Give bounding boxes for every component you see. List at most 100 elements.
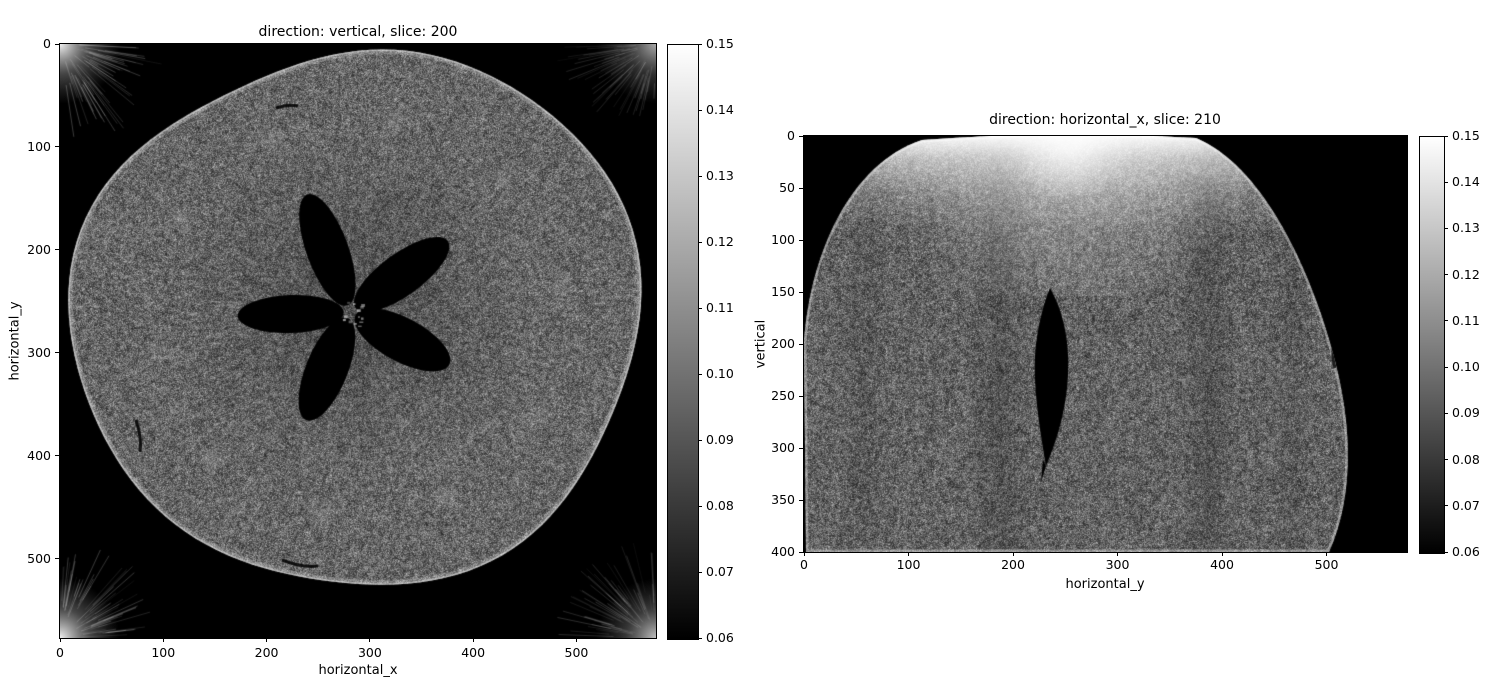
left-ct-slice-image: [60, 44, 656, 638]
left-colorbar-tick-mark: [698, 571, 702, 573]
left-y-axis-label: horizontal_y: [7, 301, 23, 381]
left-colorbar-tick-label: 0.07: [706, 564, 734, 579]
right-x-tick-mark: [803, 552, 805, 556]
left-colorbar-tick-mark: [698, 373, 702, 375]
left-y-tick-label: 500: [27, 550, 51, 566]
right-y-tick-mark: [799, 499, 803, 501]
left-y-tick-label: 300: [27, 344, 51, 360]
right-colorbar-tick-label: 0.13: [1452, 220, 1480, 236]
right-y-tick-label: 50: [779, 180, 795, 195]
right-x-tick-mark: [1326, 552, 1328, 556]
left-x-tick-mark: [162, 638, 164, 642]
left-colorbar-tick-mark: [698, 175, 702, 177]
right-y-tick-label: 0: [787, 128, 795, 143]
left-x-tick-label: 500: [564, 645, 589, 660]
right-colorbar-tick-label: 0.07: [1452, 497, 1480, 513]
right-y-tick-mark: [799, 291, 803, 293]
left-colorbar-tick-label: 0.12: [706, 234, 734, 249]
right-y-tick-label: 100: [771, 232, 795, 247]
right-y-tick-label: 400: [771, 544, 795, 559]
left-x-tick-mark: [575, 638, 577, 642]
left-x-tick-label: 200: [254, 645, 279, 660]
right-colorbar: [1419, 136, 1445, 554]
left-colorbar-tick-mark: [698, 439, 702, 441]
right-y-tick-label: 250: [771, 388, 795, 403]
left-colorbar-tick-label: 0.15: [706, 36, 734, 51]
left-x-tick-label: 100: [151, 645, 176, 660]
right-colorbar-tick-label: 0.11: [1452, 312, 1480, 328]
left-colorbar-tick-mark: [698, 637, 702, 639]
left-colorbar-tick-label: 0.14: [706, 102, 734, 117]
right-colorbar-tick-label: 0.08: [1452, 451, 1480, 467]
right-y-tick-mark: [799, 343, 803, 345]
right-y-tick-mark: [799, 239, 803, 241]
left-x-axis-label: horizontal_x: [318, 663, 398, 678]
left-colorbar-tick-mark: [698, 43, 702, 45]
right-x-tick-label: 200: [1001, 557, 1025, 572]
left-y-tick-mark: [55, 352, 59, 354]
right-x-tick-mark: [1221, 552, 1223, 556]
right-colorbar-tick-label: 0.12: [1452, 266, 1480, 282]
left-y-tick-label: 400: [27, 447, 51, 463]
right-x-tick-label: 500: [1314, 557, 1339, 572]
right-colorbar-tick-label: 0.10: [1452, 359, 1480, 375]
right-colorbar-tick-label: 0.06: [1452, 544, 1480, 559]
right-colorbar-tick-label: 0.09: [1452, 405, 1480, 421]
right-x-tick-label: 100: [896, 557, 921, 572]
right-colorbar-tick-mark: [1444, 320, 1448, 322]
right-y-tick-mark: [799, 395, 803, 397]
left-y-tick-mark: [55, 455, 59, 457]
left-colorbar-tick-mark: [698, 505, 702, 507]
left-colorbar: [667, 44, 699, 640]
right-colorbar-tick-label: 0.15: [1452, 128, 1480, 143]
right-colorbar-tick-mark: [1444, 551, 1448, 553]
right-colorbar-tick-mark: [1444, 366, 1448, 368]
left-colorbar-tick-label: 0.09: [706, 432, 734, 447]
left-x-tick-label: 0: [56, 645, 64, 660]
left-x-tick-label: 400: [461, 645, 486, 660]
right-y-tick-mark: [799, 447, 803, 449]
left-colorbar-tick-label: 0.08: [706, 498, 734, 513]
right-colorbar-tick-mark: [1444, 135, 1448, 137]
right-y-tick-label: 150: [771, 284, 795, 299]
right-x-tick-mark: [1117, 552, 1119, 556]
left-x-tick-mark: [59, 638, 61, 642]
left-colorbar-tick-mark: [698, 241, 702, 243]
right-ct-slice-image: [804, 136, 1407, 552]
right-x-tick-label: 0: [800, 557, 808, 572]
right-y-tick-mark: [799, 187, 803, 189]
right-x-tick-label: 400: [1210, 557, 1234, 572]
right-y-tick-mark: [799, 135, 803, 137]
left-y-tick-mark: [55, 146, 59, 148]
right-x-tick-mark: [1012, 552, 1014, 556]
left-colorbar-tick-label: 0.10: [706, 366, 734, 381]
left-plot-title: direction: vertical, slice: 200: [258, 24, 458, 40]
left-y-tick-mark: [55, 249, 59, 251]
left-colorbar-tick-label: 0.06: [706, 630, 734, 645]
left-y-tick-mark: [55, 43, 59, 45]
right-colorbar-tick-mark: [1444, 227, 1448, 229]
right-colorbar-tick-mark: [1444, 181, 1448, 183]
right-y-tick-label: 350: [771, 492, 795, 507]
left-colorbar-tick-label: 0.13: [706, 168, 734, 183]
left-colorbar-tick-label: 0.11: [706, 300, 734, 315]
left-y-tick-label: 200: [27, 241, 51, 257]
right-y-tick-label: 200: [771, 336, 795, 351]
right-x-axis-label: horizontal_y: [1065, 577, 1145, 592]
right-y-tick-label: 300: [771, 440, 795, 455]
left-colorbar-tick-mark: [698, 109, 702, 111]
right-colorbar-tick-label: 0.14: [1452, 174, 1480, 190]
left-x-tick-mark: [369, 638, 371, 642]
right-colorbar-tick-mark: [1444, 274, 1448, 276]
right-colorbar-tick-mark: [1444, 505, 1448, 507]
left-y-tick-label: 100: [27, 138, 51, 154]
left-x-tick-label: 300: [357, 645, 382, 660]
right-plot-title: direction: horizontal_x, slice: 210: [989, 112, 1221, 128]
left-x-tick-mark: [266, 638, 268, 642]
right-colorbar-tick-mark: [1444, 412, 1448, 414]
left-y-tick-mark: [55, 558, 59, 560]
left-y-tick-label: 0: [43, 36, 51, 51]
left-colorbar-tick-mark: [698, 307, 702, 309]
right-y-tick-mark: [799, 551, 803, 553]
